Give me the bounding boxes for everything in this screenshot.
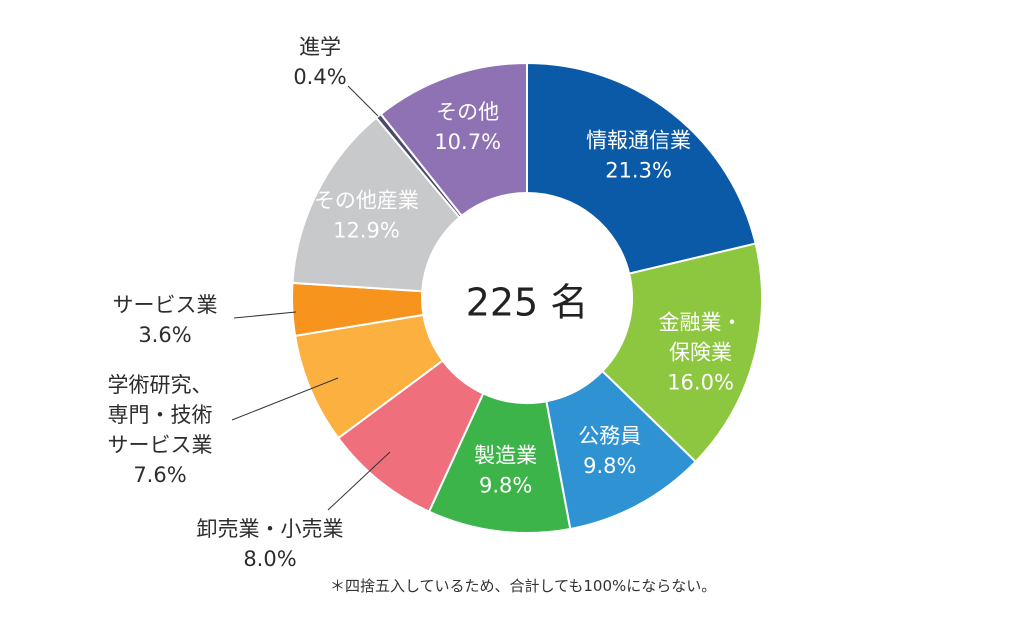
slices-group [291, 61, 763, 534]
slice-category: 情報通信業 [586, 129, 691, 153]
leader-line-8 [347, 85, 379, 117]
slice-category: 製造業 [474, 444, 537, 468]
slice-value: 8.0% [243, 547, 296, 571]
leader-lines-group [231, 85, 391, 511]
slice-value: 12.9% [333, 219, 400, 243]
slice-category: 学術研究、 [108, 373, 213, 397]
leader-line-4 [327, 451, 391, 511]
slice-value: 21.3% [605, 159, 672, 183]
slice-label-7: その他産業 12.9% [314, 189, 419, 243]
slice-category: その他産業 [314, 189, 419, 213]
slice-0 [526, 61, 757, 275]
slice-category: 専門・技術 [108, 403, 213, 427]
rounding-footnote: ＊四捨五入しているため、合計しても100%にならない。 [330, 577, 717, 595]
slice-value: 10.7% [434, 130, 501, 154]
slice-value: 3.6% [138, 323, 191, 347]
center-total-label: 225 名 [466, 281, 589, 325]
slice-label-8: 進学 0.4% [293, 35, 346, 89]
slice-category: その他 [436, 100, 499, 124]
leader-line-5 [231, 377, 339, 421]
slice-label-5: 学術研究、専門・技術サービス業 7.6% [108, 373, 213, 487]
slice-value: 9.8% [479, 474, 532, 498]
slice-label-3: 製造業 9.8% [474, 444, 537, 498]
slice-value: 0.4% [293, 65, 346, 89]
slice-category: サービス業 [108, 433, 213, 457]
leader-line-6 [233, 311, 297, 319]
slice-value: 16.0% [667, 371, 734, 395]
slice-9 [379, 61, 528, 218]
slice-1 [600, 242, 763, 464]
slice-category: 進学 [299, 35, 341, 59]
slice-label-6: サービス業 3.6% [113, 293, 218, 347]
slice-value: 9.8% [583, 454, 636, 478]
slice-label-1: 金融業・保険業 16.0% [659, 311, 743, 395]
slice-category: 公務員 [578, 424, 641, 448]
slice-category: サービス業 [113, 293, 218, 317]
slice-category: 卸売業・小売業 [197, 517, 344, 541]
slice-label-0: 情報通信業 21.3% [586, 129, 691, 183]
slice-label-4: 卸売業・小売業 8.0% [197, 517, 344, 571]
slice-value: 7.6% [133, 463, 186, 487]
slice-label-2: 公務員 9.8% [578, 424, 641, 478]
slice-label-9: その他 10.7% [434, 100, 501, 154]
slice-category: 保険業 [669, 341, 732, 365]
slice-category: 金融業・ [659, 311, 743, 335]
labels-group: 情報通信業 21.3% 金融業・保険業 16.0% 公務員 9.8% 製造業 9.8% 卸売業・… [108, 35, 743, 571]
slice-7 [291, 116, 462, 293]
